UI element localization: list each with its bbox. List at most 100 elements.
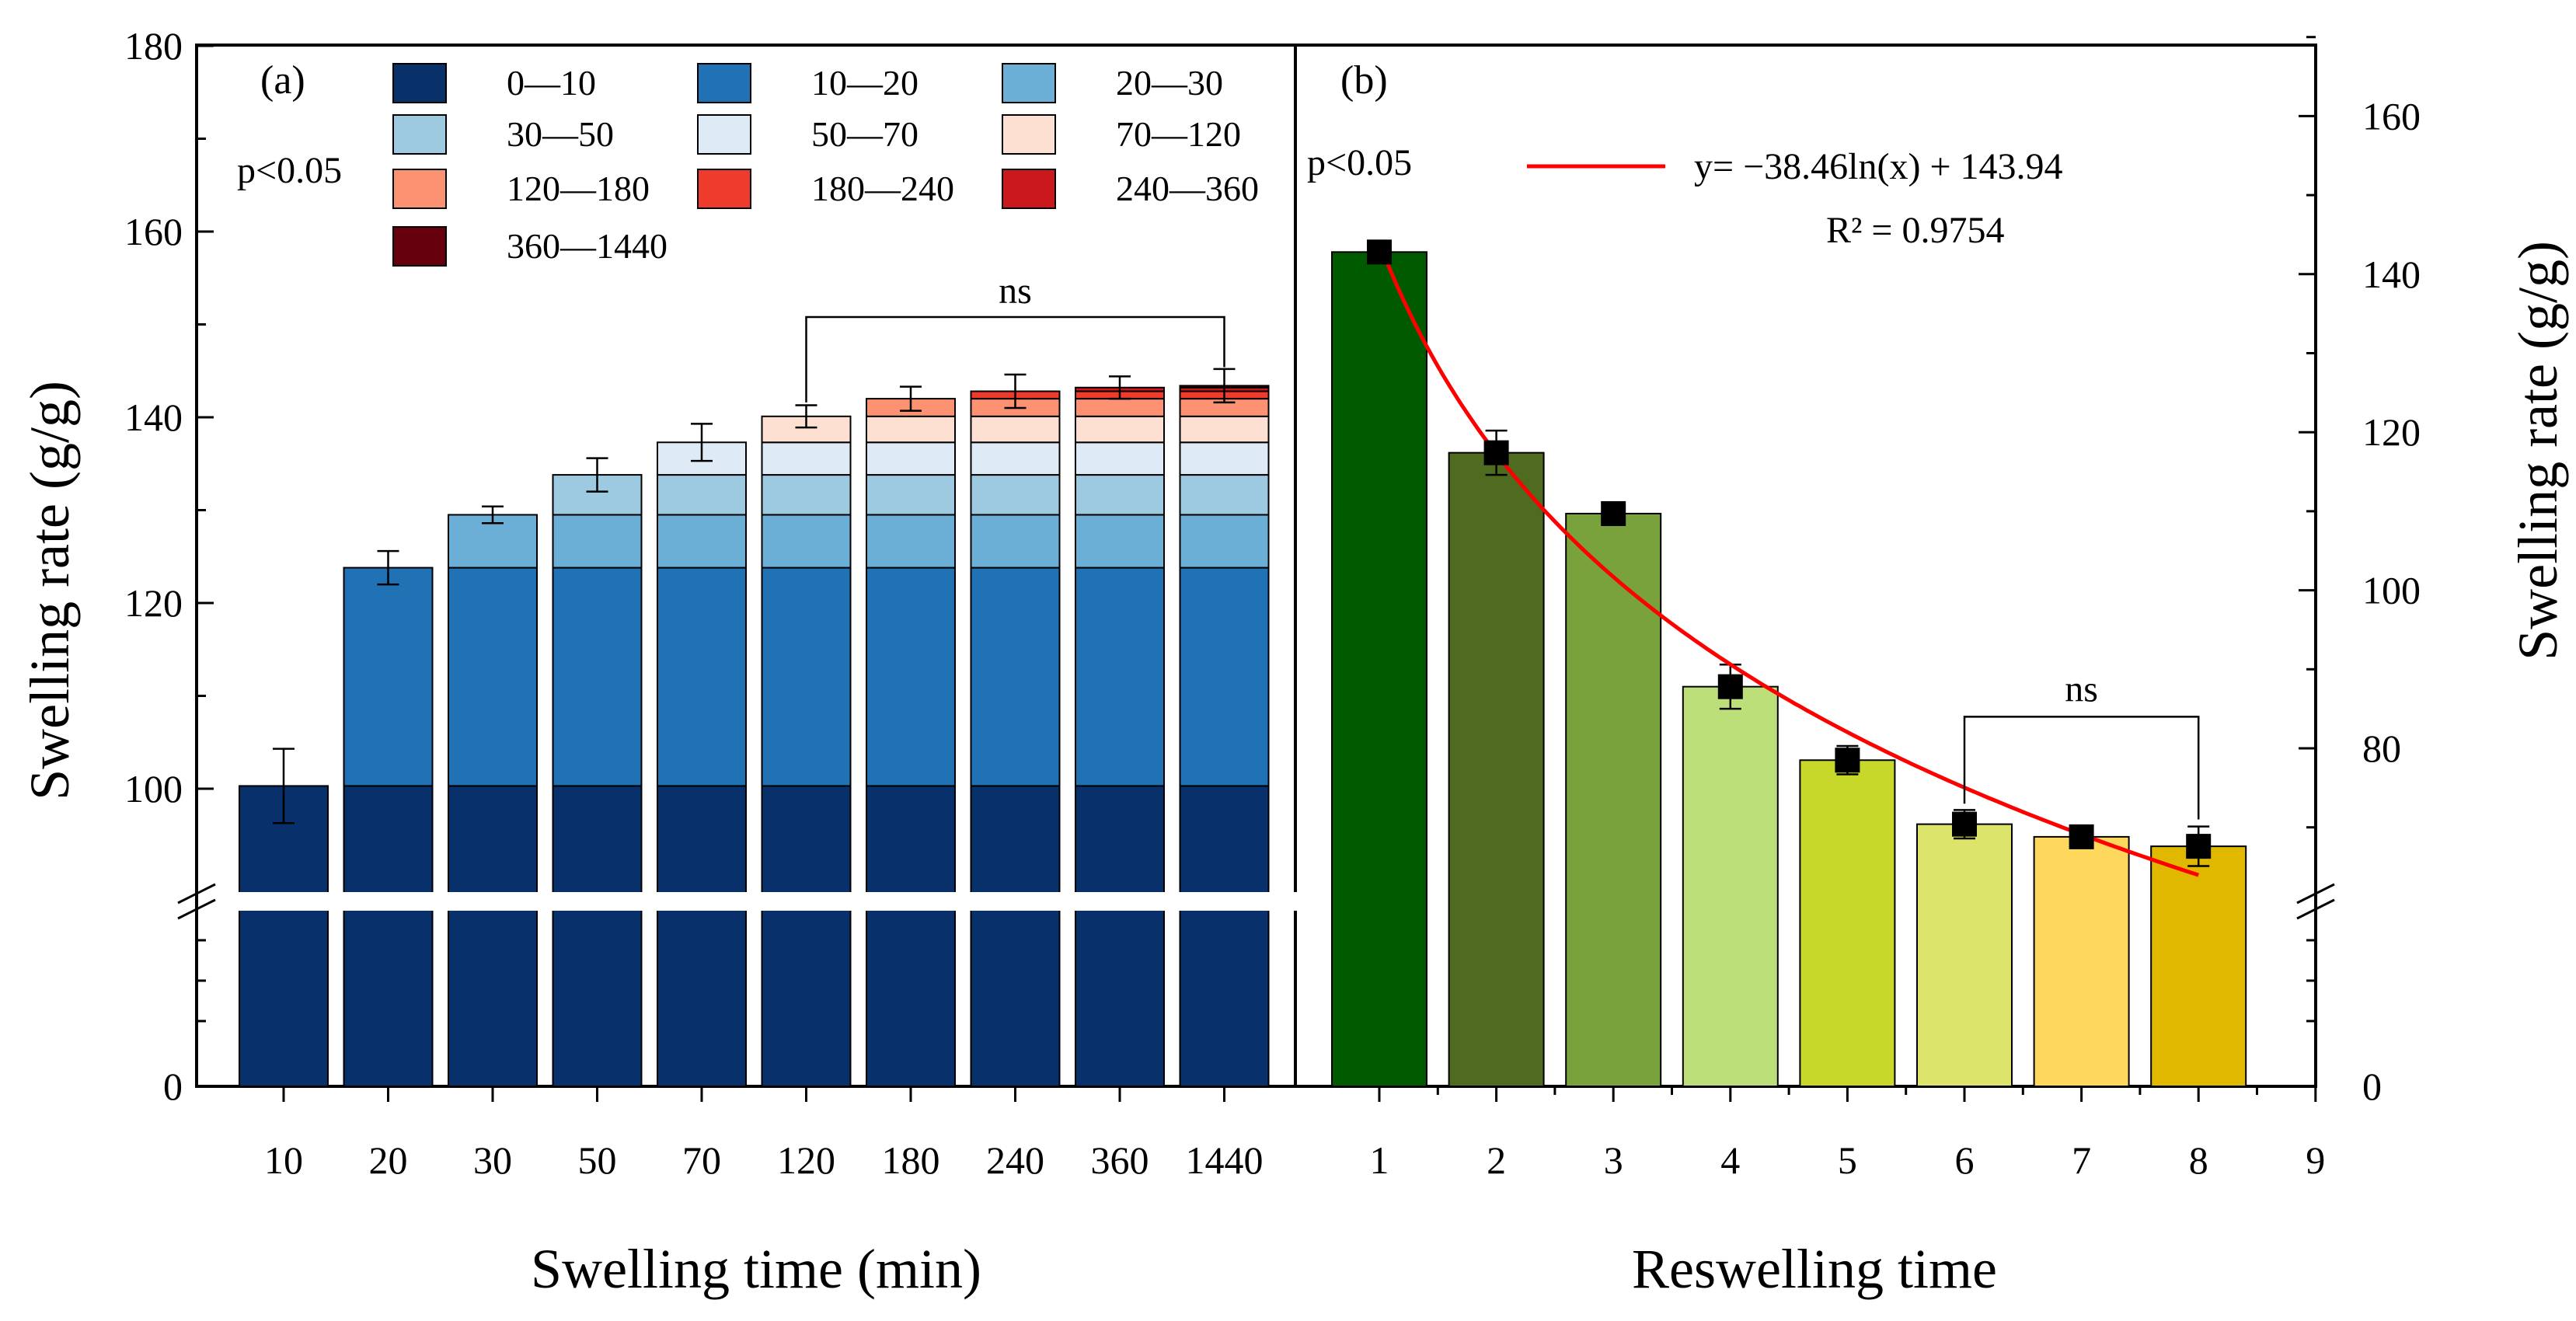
x-axis-b-tick-label: 3	[1604, 1138, 1623, 1182]
bar-segment-180-2	[866, 514, 956, 569]
legend-swatch-3	[392, 114, 447, 155]
panel-b-y-axis-title: Swelling rate (g/g)	[2507, 241, 2569, 660]
x-axis-b-tick-label: 1	[1370, 1138, 1389, 1182]
bar-segment-70-2	[657, 514, 747, 569]
bar-segment-240-3	[970, 474, 1061, 516]
axis-break-mark	[177, 898, 216, 920]
mean-marker	[1483, 440, 1509, 465]
x-axis-a-tick-label: 20	[369, 1138, 408, 1182]
bar-segment-1440-1	[1179, 566, 1270, 787]
x-axis-a-tick-label: 360	[1091, 1138, 1149, 1182]
y-axis-a-tick-label: 140	[124, 396, 183, 439]
bar-segment-70-0	[657, 785, 747, 1087]
bar-segment-1440-2	[1179, 514, 1270, 569]
bar-segment-50-1	[552, 566, 643, 787]
bar-segment-1440-0	[1179, 785, 1270, 1087]
mean-marker	[1835, 748, 1860, 773]
mean-marker	[1717, 674, 1743, 699]
significance-label-a: ns	[999, 270, 1032, 312]
bar-segment-30-1	[448, 566, 538, 787]
mean-marker	[2069, 824, 2094, 849]
panel-a-significance-note: p<0.05	[237, 150, 342, 191]
bar-reswelling-1	[1331, 251, 1427, 1088]
axis-break-mark	[2296, 883, 2335, 904]
panel-a-y-axis-title: Swelling rate (g/g)	[19, 381, 81, 800]
bar-segment-20-1	[343, 566, 434, 787]
y-axis-a-tick-label: 180	[124, 24, 183, 68]
x-axis-b-tick-label: 7	[2072, 1138, 2091, 1182]
y-axis-a-tick-label: 100	[124, 767, 183, 810]
legend-swatch-0	[392, 63, 447, 103]
x-axis-b-tick-label: 4	[1720, 1138, 1740, 1182]
x-axis-a-tick-label: 10	[264, 1138, 303, 1182]
bar-segment-180-1	[866, 566, 956, 787]
bar-segment-1440-5	[1179, 415, 1270, 444]
legend-swatch-6	[392, 169, 447, 209]
bar-reswelling-8	[2150, 845, 2247, 1088]
axis-break-mark	[177, 883, 216, 904]
bar-segment-10-0	[239, 785, 329, 1087]
significance-bracket-b	[1963, 716, 2200, 820]
x-axis-a-tick-label: 50	[578, 1138, 617, 1182]
bar-segment-120-2	[761, 514, 852, 569]
mean-marker	[2186, 834, 2212, 859]
legend-label-1: 10—20	[811, 63, 919, 103]
bar-segment-360-5	[1075, 415, 1165, 444]
significance-bracket-a	[805, 315, 1225, 403]
mean-marker	[1601, 500, 1626, 526]
bar-reswelling-6	[1916, 823, 2013, 1087]
bar-segment-1440-4	[1179, 441, 1270, 476]
x-axis-a-tick-label: 240	[986, 1138, 1044, 1182]
x-axis-b-tick-label: 9	[2306, 1138, 2325, 1182]
legend-label-0: 0—10	[507, 63, 596, 103]
bar-segment-70-1	[657, 566, 747, 787]
bar-segment-120-3	[761, 474, 852, 516]
bar-segment-360-1	[1075, 566, 1165, 787]
panel-b: 0 80 100 120 140 160 1 2 3 4 5 6 7 8 9 ns	[1331, 36, 2421, 1182]
x-axis-a-tick-label: 1440	[1186, 1138, 1264, 1182]
bar-segment-70-3	[657, 474, 747, 516]
bar-segment-30-0	[448, 785, 538, 1087]
x-axis-b-tick-label: 8	[2189, 1138, 2208, 1182]
bar-segment-360-4	[1075, 441, 1165, 476]
x-axis-b-tick-label: 6	[1955, 1138, 1975, 1182]
y-axis-b-tick-label: 80	[2362, 727, 2401, 770]
y-axis-b-tick-label: 160	[2362, 94, 2421, 138]
legend-label-5: 70—120	[1116, 114, 1241, 154]
mean-marker	[1952, 811, 1977, 837]
bar-segment-120-0	[761, 785, 852, 1087]
panel-b-x-axis-title: Reswelling time	[1632, 1238, 1997, 1300]
y-axis-b-tick-label: 120	[2362, 410, 2421, 454]
bar-segment-20-0	[343, 785, 434, 1087]
bar-segment-1440-3	[1179, 474, 1270, 516]
legend-swatch-1	[697, 63, 751, 103]
bar-reswelling-7	[2033, 835, 2130, 1088]
bar-segment-240-4	[970, 441, 1061, 476]
bar-segment-240-2	[970, 514, 1061, 569]
bar-segment-180-5	[866, 415, 956, 444]
panel-b-label: (b)	[1340, 58, 1388, 103]
fit-equation: y= −38.46ln(x) + 143.94	[1694, 146, 2063, 187]
y-axis-b-tick-label: 100	[2362, 569, 2421, 612]
legend-label-3: 30—50	[507, 114, 614, 154]
panel-a-x-axis-title: Swelling time (min)	[531, 1238, 981, 1300]
bar-reswelling-5	[1799, 759, 1896, 1087]
bar-segment-360-6	[1075, 398, 1165, 417]
bar-segment-50-0	[552, 785, 643, 1087]
legend-swatch-4	[697, 114, 751, 155]
panel-a-label: (a)	[260, 58, 305, 103]
bar-segment-240-0	[970, 785, 1061, 1087]
legend-label-9: 360—1440	[507, 226, 668, 266]
bar-reswelling-2	[1448, 451, 1545, 1087]
bar-segment-50-2	[552, 514, 643, 569]
fit-r-squared: R² = 0.9754	[1826, 210, 2004, 251]
y-axis-b-tick-label: 0	[2362, 1065, 2382, 1108]
legend-swatch-8	[1002, 169, 1056, 209]
x-axis-a-tick-label: 30	[473, 1138, 512, 1182]
bar-segment-360-3	[1075, 474, 1165, 516]
axis-break-mark	[2296, 898, 2335, 920]
panel-b-significance-note: p<0.05	[1307, 142, 1412, 183]
bar-reswelling-4	[1682, 685, 1779, 1087]
